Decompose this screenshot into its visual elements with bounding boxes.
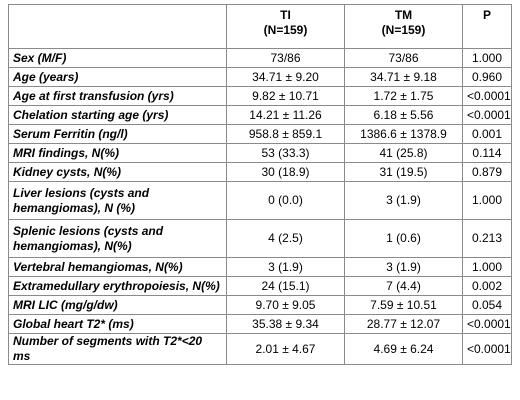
row-ti-value: 3 (1.9) [226, 257, 345, 277]
table-header-row: TI (N=159) TM (N=159) P [8, 4, 512, 49]
row-tm-value: 6.18 ± 5.56 [344, 105, 463, 125]
row-tm-value: 28.77 ± 12.07 [344, 314, 463, 334]
row-p-value: 0.213 [462, 219, 512, 258]
row-label: Extramedullary erythropoiesis, N(%) [8, 276, 227, 296]
table-row: MRI LIC (mg/g/dw) 9.70 ± 9.05 7.59 ± 10.… [8, 295, 512, 315]
row-tm-value: 3 (1.9) [344, 181, 463, 220]
row-tm-value: 73/86 [344, 48, 463, 68]
row-label: Global heart T2* (ms) [8, 314, 227, 334]
header-tm-name: TM [394, 8, 413, 22]
table-row: Global heart T2* (ms) 35.38 ± 9.34 28.77… [8, 314, 512, 334]
row-label: Age (years) [8, 67, 227, 87]
row-label: Serum Ferritin (ng/l) [8, 124, 227, 144]
row-label: MRI LIC (mg/g/dw) [8, 295, 227, 315]
row-tm-value: 34.71 ± 9.18 [344, 67, 463, 87]
row-label: Splenic lesions (cysts and hemangiomas),… [8, 219, 227, 258]
table-row: MRI findings, N(%) 53 (33.3) 41 (25.8) 0… [8, 143, 512, 163]
header-p: P [462, 4, 512, 49]
row-p-value: 1.000 [462, 181, 512, 220]
header-ti: TI (N=159) [226, 4, 345, 49]
row-ti-value: 9.82 ± 10.71 [226, 86, 345, 106]
header-ti-n: (N=159) [263, 23, 308, 37]
row-tm-value: 41 (25.8) [344, 143, 463, 163]
row-p-value: <0.0001 [462, 105, 512, 125]
table-row: Splenic lesions (cysts and hemangiomas),… [8, 219, 512, 258]
row-label: Chelation starting age (yrs) [8, 105, 227, 125]
row-p-value: 0.114 [462, 143, 512, 163]
row-p-value: 0.001 [462, 124, 512, 144]
table-row: Liver lesions (cysts and hemangiomas), N… [8, 181, 512, 220]
table-row: Vertebral hemangiomas, N(%) 3 (1.9) 3 (1… [8, 257, 512, 277]
row-p-value: 1.000 [462, 257, 512, 277]
row-p-value: 0.960 [462, 67, 512, 87]
header-tm: TM (N=159) [344, 4, 463, 49]
row-ti-value: 53 (33.3) [226, 143, 345, 163]
table-row: Extramedullary erythropoiesis, N(%) 24 (… [8, 276, 512, 296]
row-label: Number of segments with T2*<20 ms [8, 333, 227, 365]
row-ti-value: 9.70 ± 9.05 [226, 295, 345, 315]
table-row: Serum Ferritin (ng/l) 958.8 ± 859.1 1386… [8, 124, 512, 144]
table-row: Age (years) 34.71 ± 9.20 34.71 ± 9.18 0.… [8, 67, 512, 87]
row-label: Vertebral hemangiomas, N(%) [8, 257, 227, 277]
comparison-table-container: TI (N=159) TM (N=159) P Sex (M/F) 73/86 … [8, 4, 512, 365]
row-p-value: <0.0001 [462, 314, 512, 334]
row-tm-value: 31 (19.5) [344, 162, 463, 182]
row-ti-value: 958.8 ± 859.1 [226, 124, 345, 144]
table-row: Age at first transfusion (yrs) 9.82 ± 10… [8, 86, 512, 106]
row-p-value: 0.054 [462, 295, 512, 315]
row-label: Sex (M/F) [8, 48, 227, 68]
table-row: Kidney cysts, N(%) 30 (18.9) 31 (19.5) 0… [8, 162, 512, 182]
row-tm-value: 1 (0.6) [344, 219, 463, 258]
row-p-value: <0.0001 [462, 86, 512, 106]
header-tm-n: (N=159) [381, 23, 426, 37]
row-p-value: 1.000 [462, 48, 512, 68]
row-ti-value: 0 (0.0) [226, 181, 345, 220]
row-tm-value: 1.72 ± 1.75 [344, 86, 463, 106]
row-tm-value: 7.59 ± 10.51 [344, 295, 463, 315]
row-tm-value: 7 (4.4) [344, 276, 463, 296]
row-tm-value: 1386.6 ± 1378.9 [344, 124, 463, 144]
row-ti-value: 35.38 ± 9.34 [226, 314, 345, 334]
table-row: Number of segments with T2*<20 ms 2.01 ±… [8, 333, 512, 365]
row-ti-value: 24 (15.1) [226, 276, 345, 296]
table-row: Chelation starting age (yrs) 14.21 ± 11.… [8, 105, 512, 125]
header-label-cell [8, 4, 227, 49]
row-ti-value: 34.71 ± 9.20 [226, 67, 345, 87]
header-ti-name: TI [280, 8, 291, 22]
row-label: Liver lesions (cysts and hemangiomas), N… [8, 181, 227, 220]
row-tm-value: 3 (1.9) [344, 257, 463, 277]
table-row: Sex (M/F) 73/86 73/86 1.000 [8, 48, 512, 68]
row-p-value: 0.002 [462, 276, 512, 296]
row-label: Kidney cysts, N(%) [8, 162, 227, 182]
row-label: Age at first transfusion (yrs) [8, 86, 227, 106]
row-label: MRI findings, N(%) [8, 143, 227, 163]
row-ti-value: 14.21 ± 11.26 [226, 105, 345, 125]
row-tm-value: 4.69 ± 6.24 [344, 333, 463, 365]
row-ti-value: 30 (18.9) [226, 162, 345, 182]
row-ti-value: 73/86 [226, 48, 345, 68]
row-p-value: 0.879 [462, 162, 512, 182]
row-p-value: <0.0001 [462, 333, 512, 365]
row-ti-value: 2.01 ± 4.67 [226, 333, 345, 365]
row-ti-value: 4 (2.5) [226, 219, 345, 258]
comparison-table: TI (N=159) TM (N=159) P Sex (M/F) 73/86 … [8, 4, 512, 365]
